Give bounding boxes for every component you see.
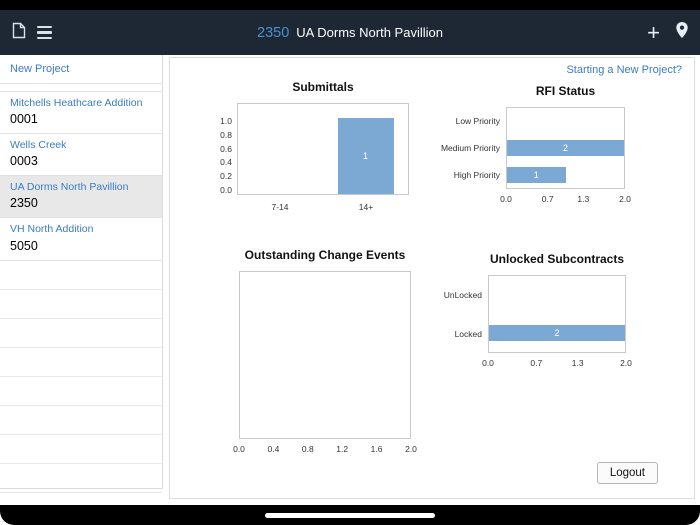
chart-title: Outstanding Change Events (244, 248, 406, 262)
sidebar-empty-row (0, 377, 162, 406)
category-label: Locked (454, 328, 482, 339)
x-tick-label: 0.0 (500, 194, 512, 204)
submittals-chart: Submittals 1.0 0.8 0.6 0.4 0.2 0.0 1 7-14 14+ (207, 80, 409, 212)
chart-title: Submittals (292, 80, 354, 94)
x-tick-label: 0.0 (482, 358, 494, 368)
bar-row: 2 (507, 135, 624, 162)
x-tick-label: 2.0 (619, 194, 631, 204)
chart-title: RFI Status (535, 84, 596, 98)
add-icon[interactable]: + (647, 19, 660, 45)
chart-title: Unlocked Subcontracts (489, 252, 625, 266)
category-axis-labels: UnLocked Locked (430, 275, 488, 353)
x-tick-label: 0.4 (267, 444, 280, 454)
x-category-label: 7-14 (271, 202, 289, 212)
sidebar-empty-row (0, 406, 162, 435)
y-tick-label: 0.2 (220, 171, 232, 182)
x-axis-tick-labels: 0.0 0.4 0.8 1.2 1.6 2.0 (233, 444, 417, 456)
device-top-strip (0, 0, 700, 10)
x-axis-category-labels: 7-14 14+ (237, 202, 409, 212)
x-axis-tick-labels: 0.0 0.7 1.3 2.0 (482, 358, 632, 370)
x-tick-label: 0.7 (541, 194, 554, 204)
rfi-status-chart: RFI Status Low Priority Medium Priority Hi… (426, 84, 631, 206)
sidebar-project-item[interactable]: UA Dorms North Pavillion 2350 (0, 176, 162, 219)
menu-bar (37, 36, 52, 40)
x-tick-label: 2.0 (405, 444, 417, 454)
x-tick-label: 1.3 (577, 194, 590, 204)
project-number: 5050 (10, 238, 38, 253)
sidebar-empty-row (0, 464, 162, 493)
project-number: 0003 (10, 154, 38, 169)
project-name: Wells Creek (10, 139, 67, 152)
x-tick-label: 0.8 (301, 444, 314, 454)
category-label: UnLocked (443, 289, 482, 300)
navbar-left-icons (12, 22, 52, 44)
sidebar-empty-row (0, 435, 162, 464)
device-bottom-bar (0, 505, 700, 525)
menu-bar (37, 25, 52, 29)
plot-area (239, 271, 411, 439)
project-number: 0001 (10, 112, 38, 127)
x-tick-label: 1.2 (336, 444, 349, 454)
sidebar-project-item[interactable]: Wells Creek 0003 (0, 134, 162, 177)
bar-row: 1 (507, 161, 624, 188)
dashboard-panel: Starting a New Project? Submittals 1.0 0.… (169, 57, 695, 499)
x-tick-label: 1.6 (370, 444, 383, 454)
sidebar-divider (0, 84, 162, 92)
project-number: 2350 (10, 196, 38, 211)
category-axis-labels: Low Priority Medium Priority High Priority (426, 107, 506, 189)
plot-area: 1 (237, 103, 409, 195)
bar-row (489, 276, 625, 314)
menu-bar (37, 31, 52, 34)
location-pin-icon[interactable] (676, 22, 688, 43)
sidebar-project-item[interactable]: VH North Addition 5050 (0, 218, 162, 261)
navbar-right-icons: + (647, 19, 688, 45)
y-axis-labels: 1.0 0.8 0.6 0.4 0.2 0.0 (207, 103, 237, 195)
sidebar-empty-rows (0, 261, 162, 522)
page-title: 2350 UA Dorms North Pavillion (0, 25, 700, 41)
navbar: 2350 UA Dorms North Pavillion + (0, 10, 700, 55)
menu-icon[interactable] (37, 25, 52, 40)
y-tick-label: 0.8 (220, 129, 232, 140)
sidebar-empty-row (0, 319, 162, 348)
x-axis-tick-labels: 0.0 0.7 1.3 2.0 (500, 194, 631, 206)
project-sidebar: New Project Mitchells Heathcare Addition… (0, 55, 163, 522)
bar-row (507, 108, 624, 135)
new-project-button[interactable]: New Project (0, 55, 162, 84)
sidebar-empty-row (0, 348, 162, 377)
y-tick-label: 1.0 (220, 116, 232, 126)
category-label: Medium Priority (440, 142, 500, 153)
x-tick-label: 0.0 (233, 444, 245, 454)
logout-button[interactable]: Logout (596, 462, 658, 484)
category-label: High Priority (453, 170, 500, 181)
document-icon[interactable] (12, 22, 26, 44)
sidebar-project-item[interactable]: Mitchells Heathcare Addition 0001 (0, 92, 162, 135)
project-name: VH North Addition (10, 223, 94, 236)
outstanding-change-events-chart: Outstanding Change Events 0.0 0.4 0.8 1.2 1.… (233, 248, 417, 456)
y-tick-label: 0.4 (220, 157, 232, 168)
home-indicator[interactable] (265, 513, 435, 518)
bar: 1 (337, 117, 394, 194)
project-list: Mitchells Heathcare Addition 0001 Wells … (0, 92, 162, 261)
x-tick-label: 1.3 (571, 358, 584, 368)
starting-new-project-link[interactable]: Starting a New Project? (566, 64, 682, 76)
navbar-project-number: 2350 (257, 24, 290, 41)
bar: 2 (489, 325, 625, 341)
y-tick-label: 0.0 (220, 184, 232, 195)
x-tick-label: 0.7 (530, 358, 543, 368)
navbar-project-title: UA Dorms North Pavillion (296, 24, 443, 40)
plot-area: 2 (488, 275, 626, 353)
unlocked-subcontracts-chart: Unlocked Subcontracts UnLocked Locked 2 0… (430, 252, 632, 370)
sidebar-empty-row (0, 261, 162, 290)
x-category-label: 14+ (358, 202, 374, 212)
sidebar-empty-row (0, 290, 162, 319)
project-name: UA Dorms North Pavillion (10, 181, 129, 194)
y-tick-label: 0.6 (220, 143, 232, 154)
bar: 1 (507, 166, 566, 183)
bar: 2 (507, 140, 624, 156)
category-label: Low Priority (455, 115, 500, 126)
bar-row: 2 (489, 314, 625, 352)
project-name: Mitchells Heathcare Addition (10, 97, 143, 109)
x-tick-label: 2.0 (620, 358, 632, 368)
